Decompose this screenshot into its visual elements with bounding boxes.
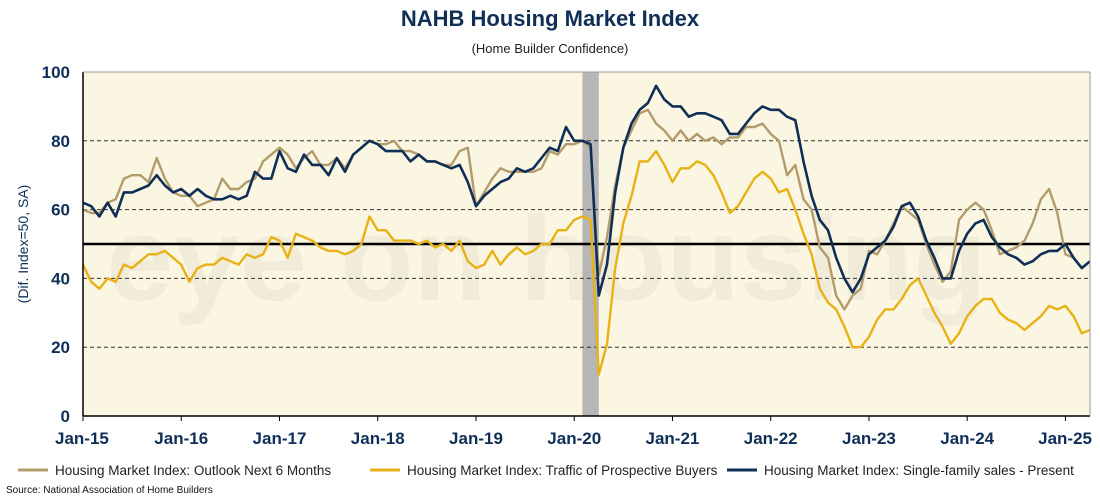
watermark-text: eye on housing bbox=[106, 192, 986, 326]
y-tick-label: 20 bbox=[51, 338, 70, 357]
y-axis-label: (Dif. Index=50, SA) bbox=[15, 185, 31, 304]
chart-subtitle: (Home Builder Confidence) bbox=[471, 41, 629, 56]
legend-label-1: Housing Market Index: Traffic of Prospec… bbox=[407, 463, 718, 478]
chart-title: NAHB Housing Market Index bbox=[400, 6, 700, 31]
y-tick-label: 80 bbox=[51, 132, 70, 151]
x-tick-label: Jan-17 bbox=[253, 429, 307, 448]
legend-label-2: Housing Market Index: Single-family sale… bbox=[764, 463, 1074, 478]
y-tick-label: 0 bbox=[61, 407, 70, 426]
x-tick-label: Jan-24 bbox=[940, 429, 994, 448]
y-tick-label: 40 bbox=[51, 269, 70, 288]
x-tick-label: Jan-18 bbox=[351, 429, 405, 448]
x-tick-label: Jan-22 bbox=[744, 429, 798, 448]
y-tick-label: 100 bbox=[42, 63, 70, 82]
x-tick-label: Jan-20 bbox=[547, 429, 601, 448]
x-tick-label: Jan-21 bbox=[646, 429, 700, 448]
series-line-2 bbox=[82, 84, 1091, 297]
series-line-1 bbox=[81, 149, 1091, 376]
x-tick-label: Jan-16 bbox=[154, 429, 208, 448]
source-note: Source: National Association of Home Bui… bbox=[6, 485, 213, 496]
legend-label-0: Housing Market Index: Outlook Next 6 Mon… bbox=[55, 463, 331, 478]
x-tick-label: Jan-25 bbox=[1038, 429, 1092, 448]
y-tick-label: 60 bbox=[51, 201, 70, 220]
x-tick-label: Jan-15 bbox=[55, 429, 109, 448]
x-tick-label: Jan-23 bbox=[842, 429, 896, 448]
x-tick-label: Jan-19 bbox=[449, 429, 503, 448]
